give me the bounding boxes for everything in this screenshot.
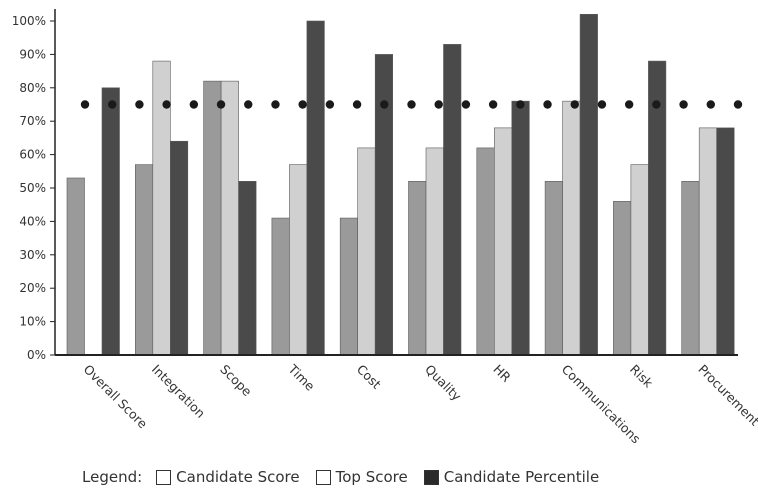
bar-candidate-percentile [101,87,120,356]
reference-line-dot [352,100,362,109]
reference-line-dot [325,100,335,109]
x-category-label: Scope [217,362,255,400]
legend-item-candidate-percentile: Candidate Percentile [423,468,600,486]
reference-line-dot [271,100,280,109]
bar-candidate-score [66,177,85,356]
x-category-label: Risk [627,362,656,391]
x-category-label: Time [285,361,318,394]
legend: Legend: Candidate Score Top Score Candid… [82,468,615,486]
bar-candidate-percentile [170,140,189,356]
reference-line-dot [679,100,688,109]
legend-item-top-score: Top Score [315,468,408,486]
reference-line-dot [652,100,661,109]
bar-candidate-score [408,181,427,356]
y-tick-label: 70% [19,114,46,128]
legend-swatch-top-score [315,469,331,485]
legend-label-top-score: Top Score [335,468,408,486]
reference-line-dot [488,100,498,109]
bar-candidate-percentile [443,44,462,356]
bar-candidate-percentile [306,20,325,356]
x-category-label: Overall Score [81,362,151,432]
reference-line-dot [189,100,199,109]
bar-top-score [562,100,581,356]
bar-candidate-score [681,181,700,356]
x-category-label: Cost [354,362,384,392]
x-category-label: HR [490,362,514,386]
reference-line-dot [570,100,579,109]
bar-top-score [289,164,308,356]
bar-candidate-score [203,80,222,356]
legend-swatch-candidate-score [156,469,172,485]
bar-candidate-score [271,217,290,356]
reference-line-dot [461,100,471,109]
legend-item-candidate-score: Candidate Score [156,468,300,486]
reference-line-dot [543,100,552,109]
bar-candidate-score [339,217,359,356]
reference-line-dot [380,100,389,109]
bar-candidate-score [613,201,632,356]
y-tick-label: 0% [27,348,46,362]
y-tick-label: 100% [12,14,46,28]
legend-label-candidate-score: Candidate Score [176,468,300,486]
y-tick-label: 80% [19,81,46,95]
reference-line-dot [706,100,715,109]
bar-top-score [493,127,513,356]
reference-line-dot [135,100,144,109]
bar-top-score [357,147,376,356]
reference-line-dot [516,100,525,109]
y-tick-label: 60% [19,148,46,162]
bar-candidate-score [544,181,563,356]
legend-title: Legend: [82,468,143,486]
bar-candidate-score [476,147,495,356]
bar-candidate-percentile [511,100,530,356]
reference-line-dot [624,100,634,109]
reference-line-dot [162,100,171,109]
y-tick-label: 50% [19,181,46,195]
bar-candidate-score [135,164,154,356]
reference-line-dot [80,100,90,109]
bar-top-score [698,127,718,356]
legend-swatch-candidate-percentile [423,469,439,485]
bar-candidate-percentile [716,127,735,356]
bar-top-score [630,164,649,356]
x-category-label: Procurement [695,362,758,429]
reference-line-dot [216,100,226,109]
y-tick-label: 90% [19,47,46,61]
bar-top-score [425,147,444,356]
reference-line-dot [597,100,607,109]
reference-line-dot [434,100,443,109]
x-category-label: Integration [149,362,208,421]
bar-candidate-percentile [374,54,394,356]
bar-candidate-percentile [579,14,598,356]
y-tick-label: 30% [19,248,46,262]
x-category-label: Quality [422,362,465,405]
bar-top-score [220,80,239,356]
reference-line-dot [298,100,307,109]
reference-line-dot [407,100,416,109]
legend-label-candidate-percentile: Candidate Percentile [443,468,600,486]
reference-line-dot [733,100,743,109]
y-tick-label: 40% [19,214,46,228]
bar-candidate-percentile [238,181,257,356]
y-tick-label: 10% [19,315,46,329]
reference-line-dot [244,100,253,109]
y-tick-label: 20% [19,281,46,295]
reference-line-dot [108,100,117,109]
